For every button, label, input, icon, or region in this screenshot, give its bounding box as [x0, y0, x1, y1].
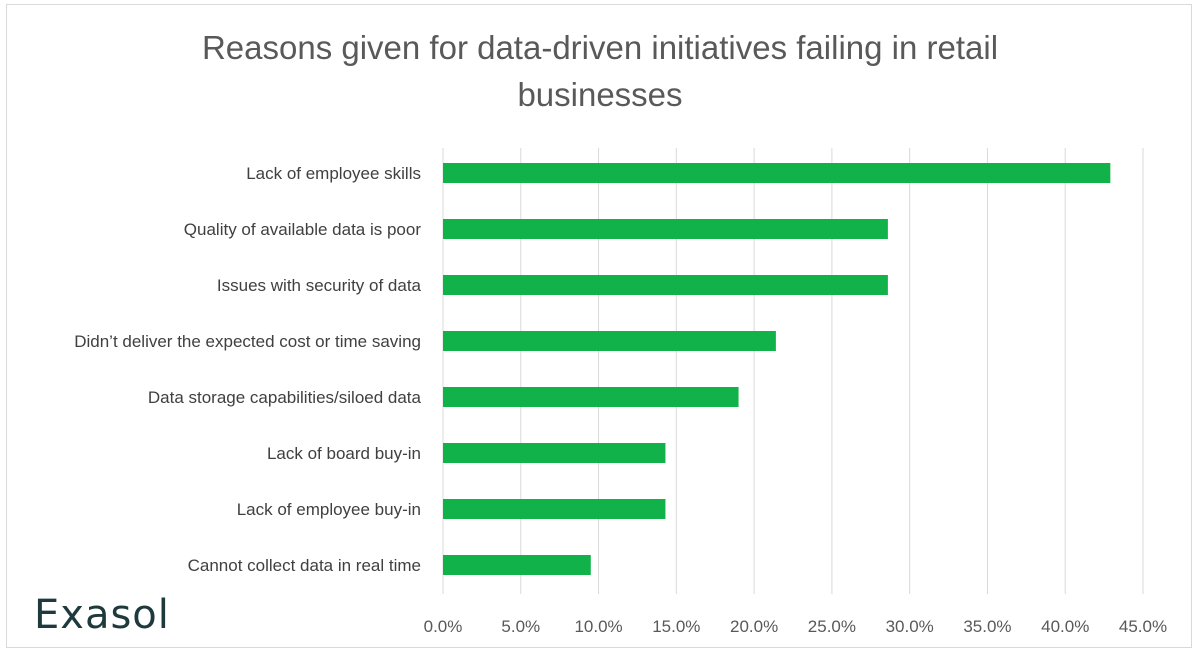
bar: [443, 387, 739, 407]
logo-text: Exasol: [34, 592, 170, 638]
bar: [443, 499, 666, 519]
bar: [443, 331, 776, 351]
bar: [443, 443, 666, 463]
category-label: Issues with security of data: [217, 276, 422, 295]
category-label: Didn’t deliver the expected cost or time…: [74, 332, 421, 351]
bar: [443, 555, 591, 575]
x-tick-label: 20.0%: [730, 617, 778, 636]
bars: [443, 163, 1111, 575]
category-label: Lack of board buy-in: [267, 444, 421, 463]
gridlines: [442, 148, 1144, 594]
chart-title-line-2: businesses: [517, 76, 683, 113]
exasol-logo: Exasol: [34, 592, 170, 638]
x-tick-label: 5.0%: [501, 617, 540, 636]
x-tick-label: 10.0%: [574, 617, 622, 636]
x-tick-labels: 0.0% 5.0% 10.0% 15.0% 20.0% 25.0% 30.0% 35.0% 40…: [424, 617, 1167, 636]
category-label: Cannot collect data in real time: [188, 556, 421, 575]
category-label: Lack of employee buy-in: [237, 500, 421, 519]
category-labels: Lack of employee skills Quality of availa…: [74, 164, 421, 575]
x-tick-label: 25.0%: [808, 617, 856, 636]
x-tick-label: 40.0%: [1041, 617, 1089, 636]
category-label: Lack of employee skills: [246, 164, 421, 183]
category-label: Quality of available data is poor: [184, 220, 422, 239]
chart-title: Reasons given for data-driven initiative…: [0, 24, 1200, 118]
x-tick-label: 35.0%: [963, 617, 1011, 636]
x-tick-label: 0.0%: [424, 617, 463, 636]
x-tick-label: 45.0%: [1119, 617, 1167, 636]
bar: [443, 163, 1111, 183]
chart-title-line-1: Reasons given for data-driven initiative…: [201, 29, 999, 66]
bar: [443, 275, 888, 295]
bar: [443, 219, 888, 239]
x-tick-label: 15.0%: [652, 617, 700, 636]
x-tick-label: 30.0%: [886, 617, 934, 636]
category-label: Data storage capabilities/siloed data: [148, 388, 422, 407]
